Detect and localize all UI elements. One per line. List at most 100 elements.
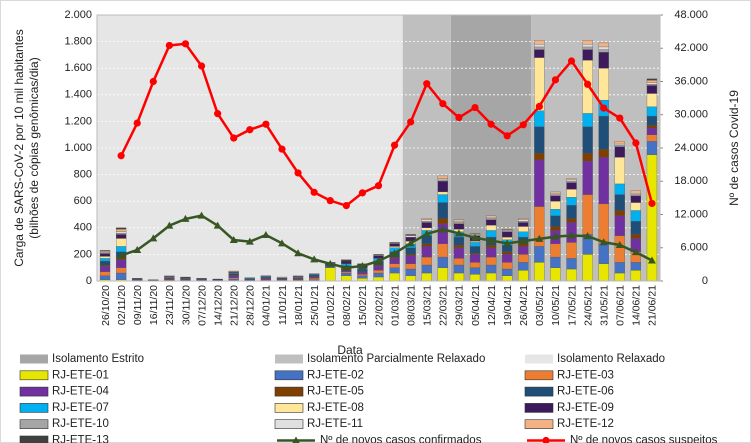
x-tick-label: 16/11/20 xyxy=(148,285,160,325)
line-point xyxy=(149,77,157,86)
bar-segment xyxy=(518,219,529,222)
line-point xyxy=(631,248,640,256)
x-tick-label: 01/03/21 xyxy=(389,285,401,326)
bar-segment xyxy=(534,262,545,282)
bar-segment xyxy=(453,272,465,282)
bar-segment xyxy=(646,84,658,86)
bar-segment xyxy=(630,193,642,195)
bar-segment xyxy=(566,268,577,282)
bar-segment xyxy=(325,267,336,282)
bar-segment xyxy=(357,268,368,272)
line-point xyxy=(197,62,206,70)
legend-marker xyxy=(542,436,550,443)
line-point xyxy=(181,214,190,222)
x-tick-label: 31/05/21 xyxy=(598,285,610,326)
x-tick-label: 29/03/21 xyxy=(454,285,466,326)
bar-segment xyxy=(646,141,658,155)
line-point xyxy=(423,80,431,88)
line-point xyxy=(471,103,479,112)
bar-segment xyxy=(196,278,207,280)
legend-swatch xyxy=(20,354,48,364)
bar-segment xyxy=(421,219,432,222)
bar-segment xyxy=(99,250,111,252)
bar-segment xyxy=(518,220,529,223)
legend-swatch xyxy=(274,403,304,413)
bar-segment xyxy=(614,262,625,274)
bar-segment xyxy=(389,272,400,282)
x-tick-label: 14/06/21 xyxy=(631,285,643,326)
bar-segment xyxy=(598,115,609,150)
x-tick-label: 01/02/21 xyxy=(325,285,337,326)
bar-segment xyxy=(502,254,513,263)
y-tick-label: 1.600 xyxy=(64,62,92,74)
line-point xyxy=(454,229,463,237)
bar-segment xyxy=(550,191,561,194)
bar-segment xyxy=(99,250,111,253)
bar-segment xyxy=(502,231,513,238)
bar-segment xyxy=(614,143,625,146)
legend-label: RJ-ETE-13 xyxy=(52,435,109,443)
x-tick-label: 09/11/20 xyxy=(132,285,144,325)
bar-segment xyxy=(212,278,223,280)
line-point xyxy=(632,139,640,147)
x-tick-label: 14/12/20 xyxy=(212,285,224,326)
bar-segment xyxy=(405,254,416,256)
bar-segment xyxy=(630,210,642,222)
bar-segment xyxy=(341,272,352,276)
y-tick-label: 1.200 xyxy=(64,115,92,127)
series-line xyxy=(120,214,653,269)
line-point xyxy=(165,221,174,229)
bar-segment xyxy=(582,153,593,162)
legend-swatch xyxy=(274,419,304,430)
bar-segment xyxy=(453,222,465,224)
bar-segment xyxy=(566,197,577,206)
bar-segment xyxy=(437,243,448,258)
x-tick-label: 08/03/21 xyxy=(405,285,417,326)
y2-tick-label: 48.000 xyxy=(674,9,708,21)
bar-segment xyxy=(180,276,191,278)
bar-segment xyxy=(341,260,352,264)
bar-segment xyxy=(598,52,609,69)
bar-segment xyxy=(534,46,545,50)
bar-segment xyxy=(260,278,272,280)
bar-segment xyxy=(566,179,577,182)
legend-label: RJ-ETE-07 xyxy=(52,402,109,414)
bar-segment xyxy=(469,240,481,243)
bar-segment xyxy=(582,49,593,61)
bar-segment xyxy=(485,264,497,274)
legend-swatch xyxy=(19,386,49,397)
legend-label: Isolamento Relaxado xyxy=(557,353,665,365)
bar-segment xyxy=(421,222,432,228)
legend-label: Nº de novos casos confirmados xyxy=(320,435,482,443)
bar-segment xyxy=(373,276,384,282)
bar-segment xyxy=(566,182,577,190)
bar-segment xyxy=(630,220,642,235)
line-point xyxy=(407,118,415,126)
x-tick-label: 10/05/21 xyxy=(550,285,562,326)
line-point xyxy=(487,236,496,244)
bar-segment xyxy=(389,246,400,248)
line-point xyxy=(584,80,592,88)
line-point xyxy=(422,229,431,237)
x-tick-label: 18/01/21 xyxy=(293,285,305,326)
bar-segment xyxy=(646,125,658,129)
line-point xyxy=(245,237,254,245)
bar-segment xyxy=(99,266,111,272)
legend-swatch xyxy=(274,386,304,397)
line-point xyxy=(261,231,270,239)
bar-segment xyxy=(469,252,481,255)
bar-segment xyxy=(518,226,529,232)
line-point xyxy=(647,256,656,264)
bar-segment xyxy=(469,242,481,247)
bar-segment xyxy=(373,264,384,267)
bar-segment xyxy=(148,279,159,281)
bar-segment xyxy=(646,82,658,85)
bar-segment xyxy=(614,157,625,185)
bar-segment xyxy=(437,179,448,182)
bar-segment xyxy=(598,157,609,205)
bar-segment xyxy=(502,268,513,276)
y-tick-label: 400 xyxy=(74,222,92,234)
line-point xyxy=(439,100,447,108)
y-tick-label: 800 xyxy=(74,169,92,181)
